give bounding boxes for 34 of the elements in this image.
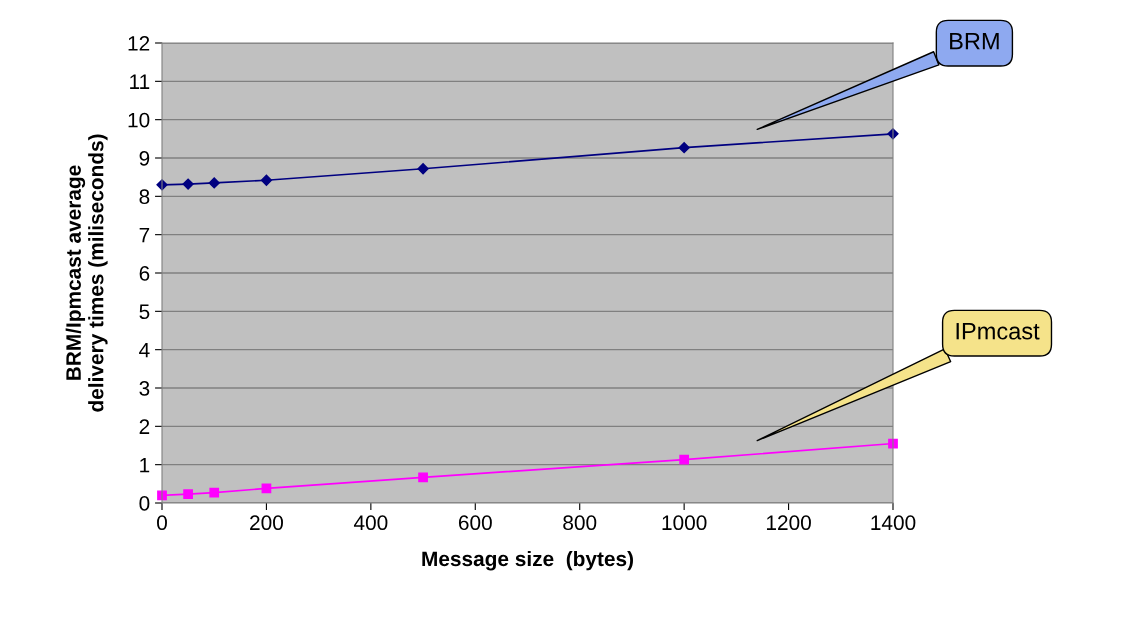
x-tick-label: 1200 [766, 515, 811, 531]
y-tick-label: 6 [139, 266, 150, 281]
x-tick-label: 400 [353, 515, 388, 531]
point [678, 142, 690, 154]
x-tick-label: 1400 [871, 515, 916, 531]
x-tick-label: 0 [157, 515, 167, 531]
point [418, 472, 428, 483]
point [679, 454, 690, 465]
x-tick-label: 200 [250, 515, 283, 531]
y-tick-label: 4 [139, 342, 150, 358]
y-tick-label: 5 [139, 304, 150, 320]
point [417, 163, 429, 175]
point [260, 174, 273, 186]
y-axis-title: BRM/Ipmcast average delivery times (miliseconds) [65, 134, 108, 412]
y-tick-label: 1 [140, 457, 150, 473]
y-tick-label: 9 [139, 151, 150, 166]
y-tick-label: 10 [128, 112, 150, 128]
y-tick-label: 12 [128, 36, 150, 51]
y-tick-label: 0 [139, 496, 150, 511]
x-tick-label: 800 [563, 515, 597, 531]
point [209, 487, 220, 498]
y-tick-label: 2 [139, 419, 150, 434]
y-tick-label: 7 [139, 227, 150, 243]
x-tick-label: 600 [458, 515, 492, 531]
point [208, 177, 220, 189]
y-tick-label: 3 [139, 381, 150, 396]
text: IPmcast [956, 323, 1040, 340]
y-tick-label: 8 [139, 189, 150, 205]
x-axis-title: Message size (bytes) [422, 550, 633, 571]
point [182, 178, 194, 190]
y-tick-label: 11 [130, 74, 150, 89]
x-tick-label: 1000 [662, 515, 707, 531]
point [183, 489, 193, 500]
text: BRM [950, 33, 999, 50]
